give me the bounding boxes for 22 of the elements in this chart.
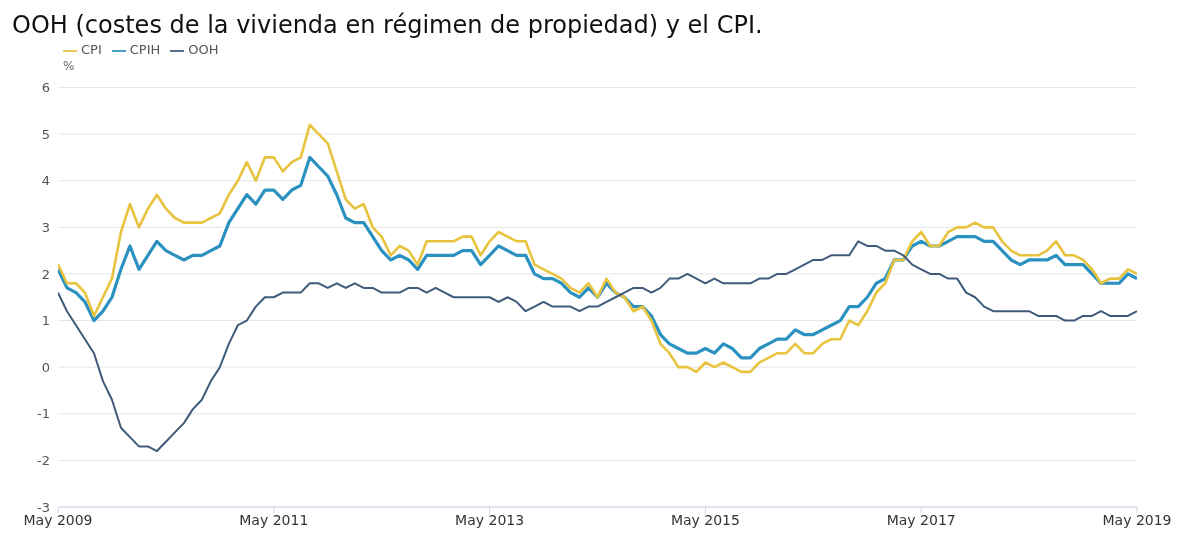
y-tick-label: 3 <box>41 219 50 235</box>
y-tick-label: 4 <box>41 173 50 189</box>
y-tick-label: 6 <box>41 80 50 96</box>
legend-label: CPI <box>81 42 102 57</box>
x-tick-label: May 2019 <box>1102 511 1172 528</box>
y-tick-label: -1 <box>37 406 50 422</box>
legend-label: CPIH <box>129 42 161 57</box>
x-tick-label: May 2013 <box>455 511 525 528</box>
legend-label: OOH <box>188 42 219 57</box>
line-series <box>58 240 1137 453</box>
x-tick-label: May 2011 <box>239 511 309 528</box>
y-axis-title: % <box>63 59 75 74</box>
y-tick-label: 0 <box>41 359 50 375</box>
line-series <box>58 123 1137 374</box>
chart-title: OOH (costes de la vivienda en régimen de propiedad) y el CPI. <box>11 10 764 41</box>
y-tick-label: -2 <box>37 453 50 468</box>
x-tick-label: May 2017 <box>886 511 956 528</box>
line-series <box>58 155 1137 360</box>
y-tick-label: 2 <box>41 266 50 282</box>
y-tick-label: 5 <box>41 126 50 142</box>
x-tick-label: May 2015 <box>670 511 740 528</box>
y-tick-label: 1 <box>41 313 50 329</box>
